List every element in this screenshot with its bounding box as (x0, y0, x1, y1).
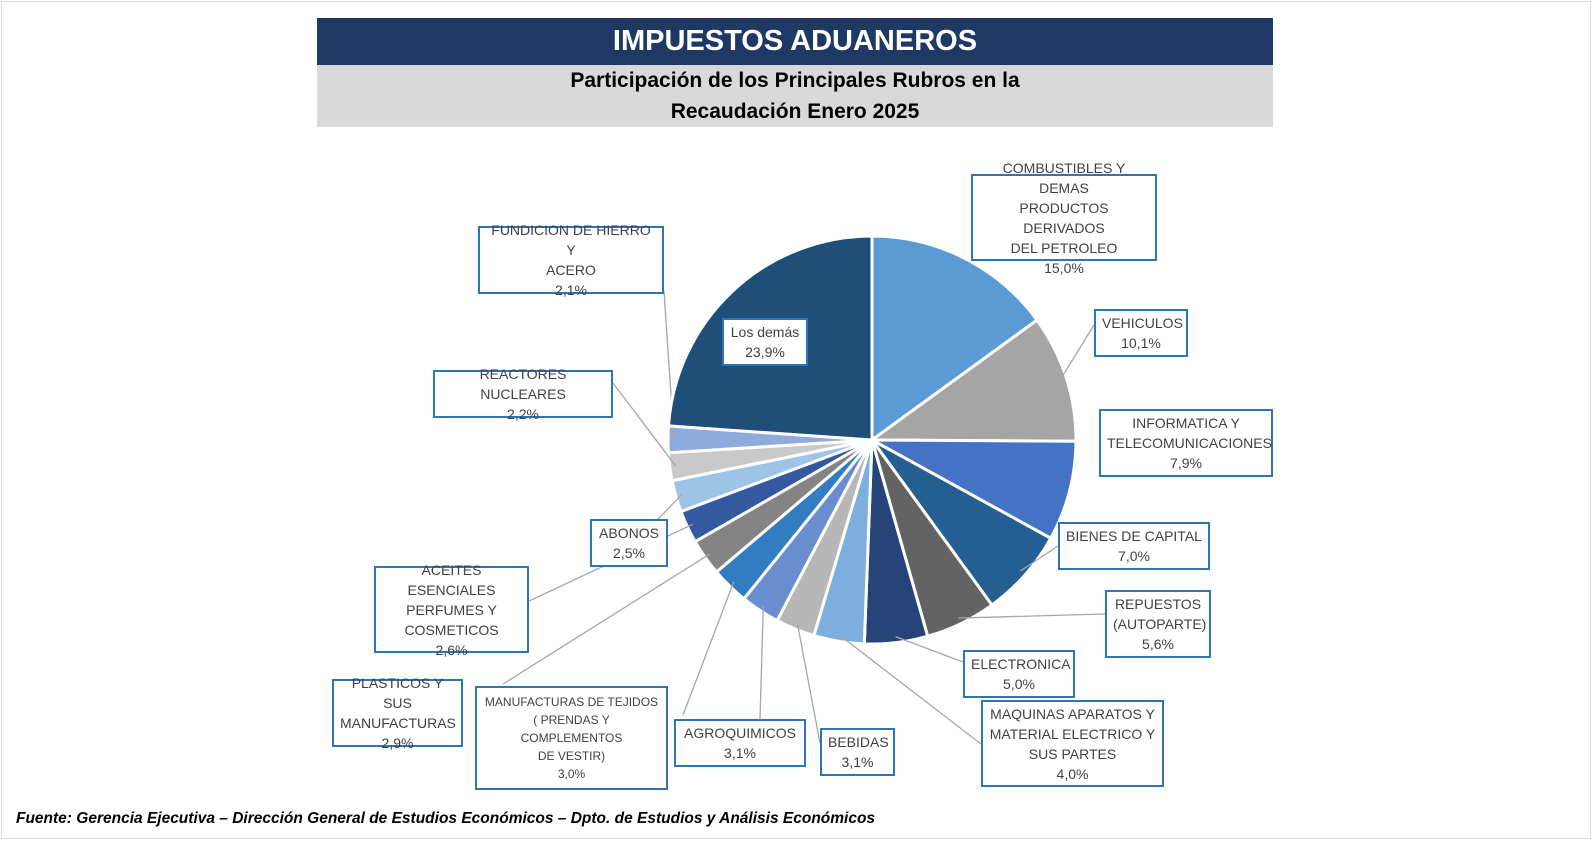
slice-label-text: SUS PARTES (1028, 745, 1117, 762)
slice-value-label: 15,0% (1044, 259, 1084, 276)
slice-label-text: BIENES DE CAPITAL (1066, 528, 1202, 544)
slice-label: ELECTRONICA 5,0% (963, 650, 1075, 698)
slice-label-text: VEHICULOS (1102, 315, 1183, 331)
slice-label: VEHICULOS 10,1% (1094, 309, 1188, 357)
slice-label: BEBIDAS 3,1% (820, 728, 895, 776)
leader-line (612, 382, 677, 467)
slice-value-label: 3,1% (841, 754, 874, 770)
slice-value-label: 7,0% (1118, 548, 1150, 564)
leader-line (1020, 545, 1059, 572)
slice-label: MANUFACTURAS DE TEJIDOS ( PRENDAS Y COMPL… (475, 686, 668, 790)
leader-line (895, 635, 964, 663)
slice-label-text: MATERIAL ELECTRICO Y (989, 725, 1156, 742)
slice-label: REPUESTOS (AUTOPARTE) 5,6% (1105, 590, 1211, 658)
slice-value-label: 2,1% (555, 282, 587, 298)
slice-label-text: DEL PETROLEO (1010, 239, 1118, 256)
slice-label-text: INFORMATICA Y (1132, 415, 1240, 431)
slice-label-text: ACEITES ESENCIALES (407, 561, 496, 598)
slice-label: ACEITES ESENCIALES PERFUMES Y COSMETICOS 2,… (374, 562, 529, 658)
slice-label: REACTORES NUCLEARES 2,2% (433, 366, 613, 422)
pie-slice (871, 438, 1078, 541)
slice-label-text: ABONOS (599, 525, 659, 541)
slice-value-label: 5,0% (1003, 676, 1035, 692)
slice-label: BIENES DE CAPITAL 7,0% (1058, 522, 1210, 570)
slice-label-text: TELECOMUNICACIONES (1107, 435, 1272, 451)
slice-label-text: COSMETICOS (404, 621, 499, 638)
slice-label-text: BEBIDAS (828, 734, 889, 750)
slice-value-label: 2,2% (507, 406, 539, 422)
slice-value-label: 23,9% (745, 344, 785, 360)
slice-label: MAQUINAS APARATOS Y MATERIAL ELECTRICO Y S… (981, 700, 1164, 787)
leader-line (1059, 324, 1095, 380)
slice-value-label: 3,1% (724, 745, 756, 761)
slice-label: ABONOS 2,5% (590, 519, 668, 567)
leader-line (839, 634, 982, 745)
chart-subtitle-line1: Participación de los Principales Rubros … (570, 69, 1020, 92)
slice-label-text: ELECTRONICA (971, 656, 1071, 672)
chart-subtitle-line2: Recaudación Enero 2025 (670, 100, 920, 123)
slice-value-label: 3,0% (557, 767, 586, 781)
slice-label-text: PRODUCTOS DERIVADOS (1019, 199, 1109, 236)
slice-label-text: AGROQUIMICOS (683, 725, 796, 741)
leader-line (958, 613, 1106, 619)
slice-label-text: DE VESTIR) (537, 749, 606, 763)
slice-label-text: ACERO (546, 262, 596, 278)
slice-label-text: FUNDICION DE HIERRO Y (491, 222, 651, 258)
leader-line (796, 623, 821, 744)
slice-label: COMBUSTIBLES Y DEMAS PRODUCTOS DERIVADOS D… (971, 160, 1157, 276)
slice-label: INFORMATICA Y TELECOMUNICACIONES 7,9% (1099, 409, 1273, 477)
slice-label-text: MANUFACTURAS DE TEJIDOS (484, 695, 659, 709)
leader-line (682, 581, 735, 716)
slice-value-label: 7,9% (1170, 455, 1202, 471)
slice-label: PLASTICOS Y SUS MANUFACTURAS 2,9% (332, 675, 463, 751)
chart-header-title: IMPUESTOS ADUANEROS (317, 18, 1273, 65)
slice-value-label: 2,6% (435, 641, 468, 658)
pie-slice (870, 234, 1040, 443)
slice-label-text: MAQUINAS APARATOS Y (990, 705, 1155, 722)
slice-value-label: 10,1% (1121, 335, 1161, 351)
slice-label-text: REPUESTOS (1114, 596, 1202, 612)
slice-label-text: REACTORES NUCLEARES (479, 366, 567, 402)
chart-subtitle: Participación de los Principales Rubros … (317, 65, 1273, 127)
leader-line (759, 605, 764, 720)
slice-label-text: PERFUMES Y (406, 601, 497, 618)
slice-label-text: COMBUSTIBLES Y DEMAS (1002, 159, 1126, 196)
slice-label: AGROQUIMICOS 3,1% (674, 719, 806, 767)
pie-slice (867, 317, 1078, 443)
slice-value-label: 2,9% (381, 735, 414, 751)
slice-value-label: 4,0% (1056, 765, 1089, 782)
slice-label-text: MANUFACTURAS (340, 715, 456, 731)
source-note: Fuente: Gerencia Ejecutiva – Dirección G… (16, 810, 876, 827)
slice-value-label: 5,6% (1142, 636, 1174, 652)
slice-label-text: Los demás (730, 324, 800, 340)
slice-value-label: 2,5% (613, 545, 645, 561)
slice-label-text: (AUTOPARTE) (1113, 616, 1207, 632)
slice-label-text: ( PRENDAS Y COMPLEMENTOS (520, 713, 623, 745)
slice-label-text: PLASTICOS Y SUS (351, 675, 444, 711)
slice-label: FUNDICION DE HIERRO Y ACERO 2,1% (478, 222, 664, 298)
leader-line (502, 553, 711, 685)
slice-label: Los demás 23,9% (722, 318, 808, 366)
